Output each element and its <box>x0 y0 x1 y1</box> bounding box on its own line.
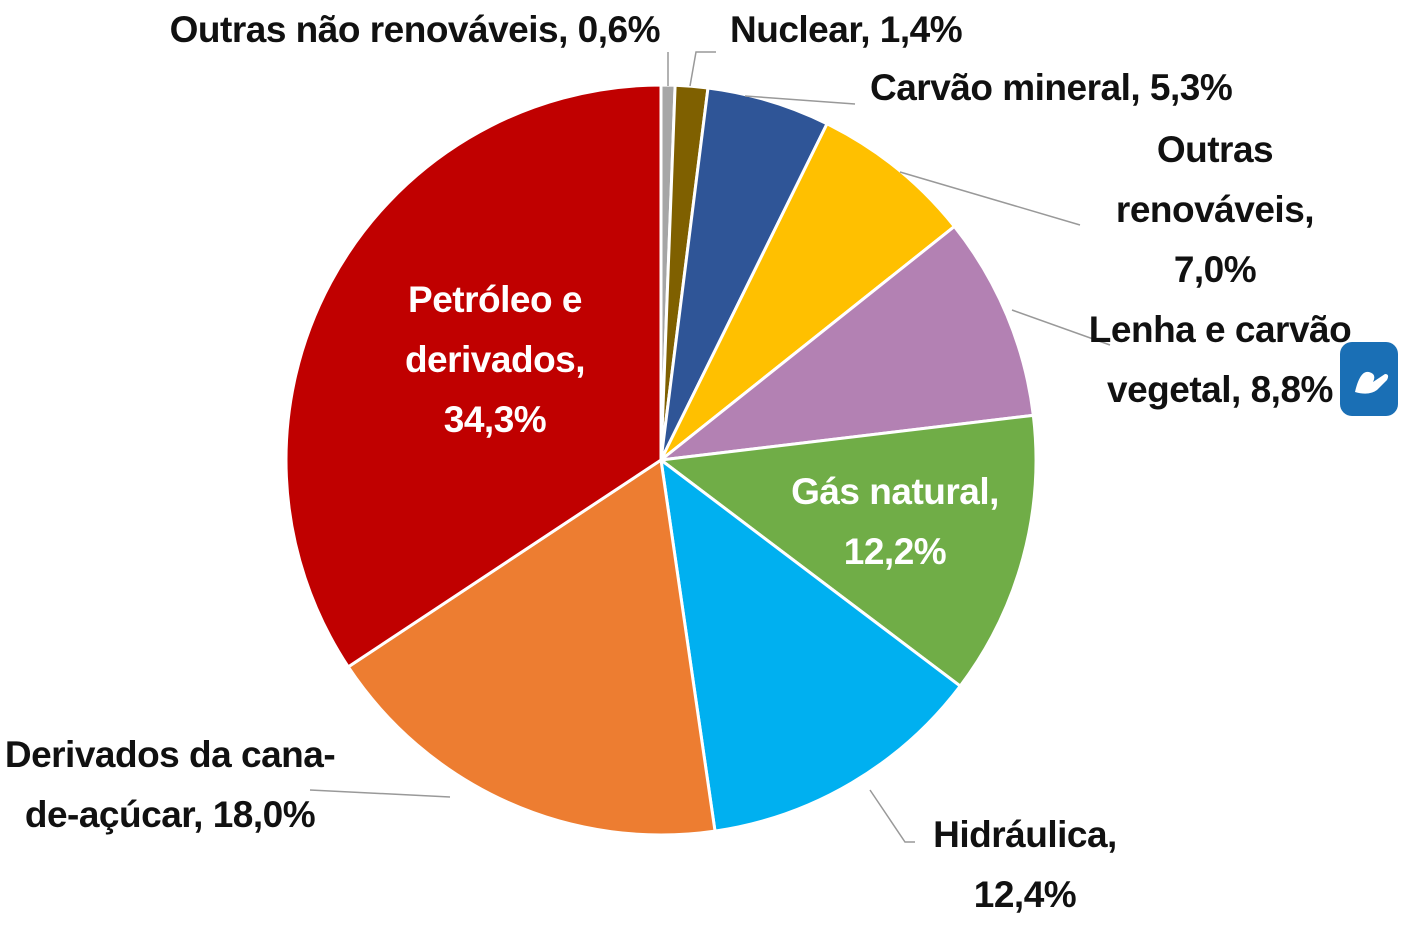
value-label: 1,4% <box>880 9 962 50</box>
value-label: 12,4% <box>974 874 1076 915</box>
slice-label: Outras não renováveis, 0,6% <box>40 0 660 60</box>
value-label: 7,0% <box>1174 249 1256 290</box>
leader-line <box>690 52 716 86</box>
slice-label: Nuclear, 1,4% <box>730 0 1030 60</box>
category-name: Gás natural, <box>791 471 999 512</box>
slice-label: Carvão mineral, 5,3% <box>870 58 1330 118</box>
value-label: 12,2% <box>844 531 946 572</box>
category-name: Nuclear, <box>730 9 870 50</box>
value-label: 0,6% <box>578 9 660 50</box>
value-label: 34,3% <box>444 399 546 440</box>
slice-label: Hidráulica, 12,4% <box>890 805 1160 925</box>
pie <box>286 85 1036 835</box>
value-label: 18,0% <box>213 794 315 835</box>
category-name: Outras não renováveis, <box>170 9 568 50</box>
category-name: Hidráulica, <box>933 814 1117 855</box>
value-label: 8,8% <box>1251 369 1333 410</box>
slice-label: Petróleo e derivados, 34,3% <box>370 270 620 450</box>
value-label: 5,3% <box>1150 67 1232 108</box>
slice-label: Lenha e carvão vegetal, 8,8% <box>1070 300 1370 420</box>
slice-label: Gás natural, 12,2% <box>760 462 1030 582</box>
page: (() => { const data = JSON.parse(documen… <box>0 0 1407 918</box>
category-name: Outras renováveis, <box>1116 129 1314 230</box>
category-name: Petróleo e derivados, <box>405 279 585 380</box>
slice-label: Outras renováveis, 7,0% <box>1080 120 1350 300</box>
category-name: Carvão mineral, <box>870 67 1140 108</box>
slice-label: Derivados da cana-de-açúcar, 18,0% <box>0 725 340 845</box>
